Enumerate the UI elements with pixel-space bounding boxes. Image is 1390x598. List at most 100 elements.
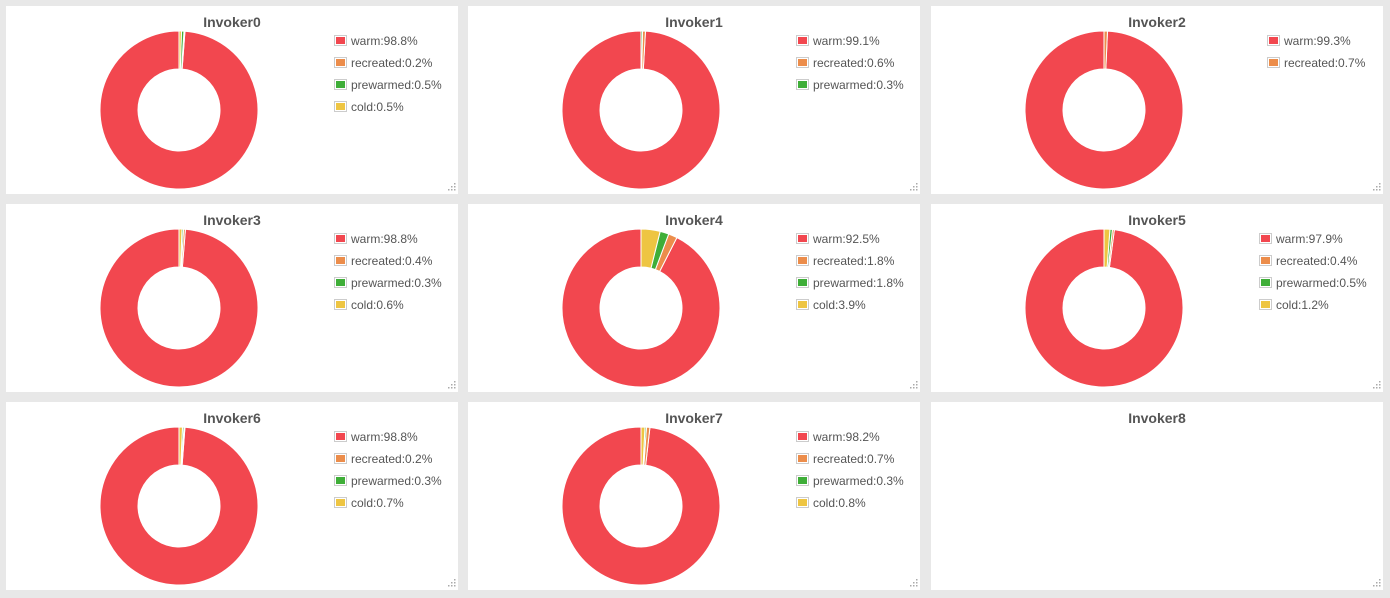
chart-legend: warm:99.1% recreated:0.6% prewarmed:0.3% [796, 34, 904, 100]
legend-item-cold[interactable]: cold:0.8% [796, 496, 904, 518]
legend-item-prewarmed[interactable]: prewarmed:0.3% [334, 474, 442, 496]
chart-legend: warm:92.5% recreated:1.8% prewarmed:1.8% co… [796, 232, 904, 320]
legend-swatch [796, 255, 809, 266]
legend-swatch [796, 277, 809, 288]
resize-grip-icon[interactable] [908, 182, 918, 192]
legend-item-warm[interactable]: warm:98.8% [334, 34, 442, 56]
resize-grip-icon[interactable] [1371, 578, 1381, 588]
legend-label: recreated:0.6% [813, 56, 895, 70]
resize-grip-icon[interactable] [908, 578, 918, 588]
invoker-panel: Invoker7 warm:98.2% recreated:0.7% prewarme… [468, 402, 920, 590]
legend-item-prewarmed[interactable]: prewarmed:0.3% [334, 276, 442, 298]
legend-swatch [796, 475, 809, 486]
slice-recreated[interactable] [1103, 30, 1108, 70]
legend-item-warm[interactable]: warm:99.1% [796, 34, 904, 56]
legend-label: recreated:0.7% [1284, 56, 1366, 70]
slice-warm[interactable] [99, 30, 259, 190]
resize-grip-icon[interactable] [446, 578, 456, 588]
slice-cold[interactable] [640, 228, 661, 269]
donut-chart [1024, 228, 1184, 388]
legend-swatch [796, 453, 809, 464]
slice-warm[interactable] [1024, 228, 1184, 388]
legend-item-warm[interactable]: warm:98.2% [796, 430, 904, 452]
legend-item-warm[interactable]: warm:92.5% [796, 232, 904, 254]
slice-warm[interactable] [561, 426, 721, 586]
legend-label: recreated:0.2% [351, 452, 433, 466]
legend-item-warm[interactable]: warm:98.8% [334, 232, 442, 254]
legend-label: cold:3.9% [813, 298, 866, 312]
legend-item-cold[interactable]: cold:1.2% [1259, 298, 1367, 320]
invoker-panel: Invoker2 warm:99.3% recreated:0.7% [931, 6, 1383, 194]
legend-item-recreated[interactable]: recreated:0.4% [334, 254, 442, 276]
chart-title: Invoker7 [665, 410, 723, 426]
legend-item-prewarmed[interactable]: prewarmed:0.3% [796, 78, 904, 100]
legend-label: recreated:0.2% [351, 56, 433, 70]
donut-chart [561, 30, 721, 190]
donut-chart [99, 426, 259, 586]
slice-warm[interactable] [1024, 30, 1184, 190]
slice-cold[interactable] [178, 30, 182, 70]
slice-warm[interactable] [99, 228, 259, 388]
legend-item-cold[interactable]: cold:0.7% [334, 496, 442, 518]
legend-label: warm:98.8% [351, 232, 418, 246]
chart-legend: warm:98.8% recreated:0.2% prewarmed:0.5% co… [334, 34, 442, 122]
resize-grip-icon[interactable] [1371, 380, 1381, 390]
legend-label: recreated:0.7% [813, 452, 895, 466]
legend-label: warm:92.5% [813, 232, 880, 246]
legend-item-prewarmed[interactable]: prewarmed:0.5% [1259, 276, 1367, 298]
legend-item-recreated[interactable]: recreated:0.2% [334, 452, 442, 474]
chart-title: Invoker2 [1128, 14, 1186, 30]
resize-grip-icon[interactable] [446, 380, 456, 390]
legend-label: warm:99.1% [813, 34, 880, 48]
legend-item-warm[interactable]: warm:98.8% [334, 430, 442, 452]
legend-label: prewarmed:0.3% [351, 276, 442, 290]
resize-grip-icon[interactable] [446, 182, 456, 192]
legend-swatch [334, 233, 347, 244]
legend-label: prewarmed:0.3% [351, 474, 442, 488]
donut-chart [1024, 30, 1184, 190]
legend-swatch [796, 497, 809, 508]
slice-cold[interactable] [1103, 228, 1111, 268]
legend-item-cold[interactable]: cold:3.9% [796, 298, 904, 320]
legend-item-warm[interactable]: warm:97.9% [1259, 232, 1367, 254]
legend-item-cold[interactable]: cold:0.5% [334, 100, 442, 122]
legend-label: recreated:0.4% [1276, 254, 1358, 268]
slice-warm[interactable] [99, 426, 259, 586]
legend-label: cold:1.2% [1276, 298, 1329, 312]
legend-label: recreated:1.8% [813, 254, 895, 268]
legend-swatch [1259, 255, 1272, 266]
slice-cold[interactable] [178, 426, 183, 466]
legend-item-prewarmed[interactable]: prewarmed:1.8% [796, 276, 904, 298]
legend-label: warm:99.3% [1284, 34, 1351, 48]
legend-item-cold[interactable]: cold:0.6% [334, 298, 442, 320]
legend-item-recreated[interactable]: recreated:0.7% [1267, 56, 1365, 78]
legend-item-prewarmed[interactable]: prewarmed:0.5% [334, 78, 442, 100]
legend-label: cold:0.7% [351, 496, 404, 510]
legend-swatch [334, 277, 347, 288]
legend-item-recreated[interactable]: recreated:0.7% [796, 452, 904, 474]
legend-item-prewarmed[interactable]: prewarmed:0.3% [796, 474, 904, 496]
legend-label: prewarmed:0.3% [813, 474, 904, 488]
resize-grip-icon[interactable] [908, 380, 918, 390]
chart-title: Invoker8 [1128, 410, 1186, 426]
legend-item-warm[interactable]: warm:99.3% [1267, 34, 1365, 56]
legend-swatch [334, 431, 347, 442]
slice-cold[interactable] [178, 228, 183, 268]
legend-item-recreated[interactable]: recreated:0.2% [334, 56, 442, 78]
legend-item-recreated[interactable]: recreated:1.8% [796, 254, 904, 276]
resize-grip-icon[interactable] [1371, 182, 1381, 192]
slice-warm[interactable] [561, 30, 721, 190]
invoker-panel: Invoker3 warm:98.8% recreated:0.4% prewarme… [6, 204, 458, 392]
legend-item-recreated[interactable]: recreated:0.6% [796, 56, 904, 78]
legend-label: recreated:0.4% [351, 254, 433, 268]
legend-label: cold:0.8% [813, 496, 866, 510]
slice-cold[interactable] [640, 426, 646, 466]
legend-label: prewarmed:0.5% [1276, 276, 1367, 290]
slice-prewarmed[interactable] [640, 30, 643, 70]
legend-label: warm:98.2% [813, 430, 880, 444]
legend-label: cold:0.6% [351, 298, 404, 312]
chart-title: Invoker4 [665, 212, 723, 228]
legend-item-recreated[interactable]: recreated:0.4% [1259, 254, 1367, 276]
slice-warm[interactable] [561, 228, 721, 388]
